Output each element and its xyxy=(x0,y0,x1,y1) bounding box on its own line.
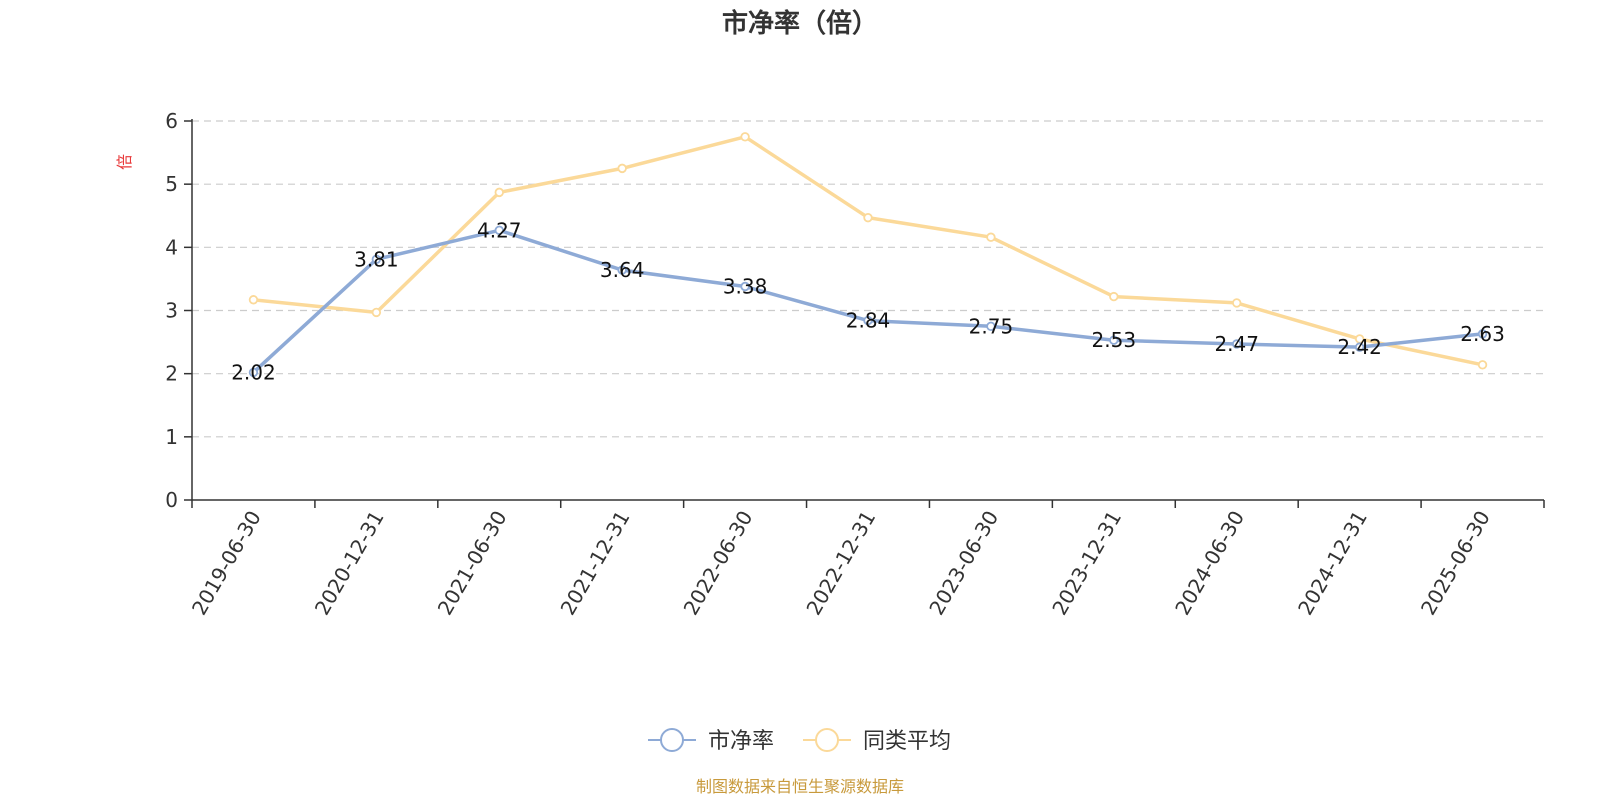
x-tick-label-2: 2021-06-30 xyxy=(433,506,512,619)
legend-peer-average-circle-icon xyxy=(815,728,839,752)
y-tick-label-2: 2 xyxy=(165,362,178,386)
series-0-point-8[interactable] xyxy=(1232,339,1242,349)
legend-item-pb[interactable]: 市净率 xyxy=(648,728,774,754)
x-tick-label-10: 2025-06-30 xyxy=(1416,507,1495,620)
x-tick-label-9: 2024-12-31 xyxy=(1293,507,1372,620)
y-axis-unit-label: 倍 xyxy=(115,154,134,170)
series-0-point-5[interactable] xyxy=(863,315,873,326)
series-1-point-4[interactable] xyxy=(740,132,750,142)
legend-pb-label: 市净率 xyxy=(708,729,774,754)
x-tick-label-3: 2021-12-31 xyxy=(556,507,635,620)
legend-pb-circle-icon xyxy=(660,728,684,752)
x-tick-label-4: 2022-06-30 xyxy=(679,507,758,620)
data-label-4: 3.38 xyxy=(723,274,768,298)
data-label-0: 2.02 xyxy=(231,360,276,384)
data-label-6: 2.75 xyxy=(969,314,1014,338)
data-labels: 2.02 3.81 4.27 3.64 3.38 2.84 2.75 2.53 2.47 2.42… xyxy=(231,218,1505,384)
series-1-point-6[interactable] xyxy=(986,232,996,242)
x-tick-label-5: 2022-12-31 xyxy=(801,507,880,620)
series-1-point-2[interactable] xyxy=(494,187,504,198)
data-label-2: 4.27 xyxy=(477,218,522,242)
x-tick-label-0: 2019-06-30 xyxy=(187,507,266,620)
x-tick-label-1: 2020-12-31 xyxy=(310,507,389,620)
data-label-10: 2.63 xyxy=(1460,322,1505,346)
y-tick-label-1: 1 xyxy=(165,425,178,449)
y-tick-label-6: 6 xyxy=(165,109,178,133)
axes: 0 1 2 3 4 5 6 2019-06-30 2020-12-31 2021-06-30 202… xyxy=(165,109,1545,620)
grid-lines xyxy=(192,120,1544,438)
series-lines xyxy=(248,132,1488,378)
series-0-point-3[interactable] xyxy=(617,265,627,275)
data-label-5: 2.84 xyxy=(846,309,891,333)
series-0-point-7[interactable] xyxy=(1109,335,1119,345)
data-label-3: 3.64 xyxy=(600,258,645,282)
series-1-point-1[interactable] xyxy=(371,307,382,318)
y-tick-label-3: 3 xyxy=(165,299,178,323)
x-tick-label-7: 2023-12-31 xyxy=(1047,507,1126,620)
series-1-point-0[interactable] xyxy=(248,295,259,305)
data-label-9: 2.42 xyxy=(1337,335,1382,359)
series-1-point-3[interactable] xyxy=(617,163,627,174)
series-0-point-9[interactable] xyxy=(1354,342,1365,352)
x-tick-label-6: 2023-06-30 xyxy=(924,507,1003,620)
y-tick-label-0: 0 xyxy=(165,488,178,512)
x-tick-label-8: 2024-06-30 xyxy=(1170,507,1249,620)
series-0-point-4[interactable] xyxy=(740,281,750,292)
series-1-point-10[interactable] xyxy=(1477,360,1488,370)
series-1-point-5[interactable] xyxy=(863,212,873,223)
series-0-point-10[interactable] xyxy=(1477,329,1488,339)
data-label-8: 2.47 xyxy=(1214,332,1259,356)
data-source-note: 制图数据来自恒生聚源数据库 xyxy=(696,777,904,796)
legend-item-peer-average[interactable]: 同类平均 xyxy=(803,728,951,754)
data-label-7: 2.53 xyxy=(1092,328,1137,352)
legend: 市净率 同类平均 xyxy=(648,728,951,754)
series-0-point-1[interactable] xyxy=(371,254,382,265)
series-0-point-6[interactable] xyxy=(986,321,996,331)
y-tick-label-4: 4 xyxy=(165,235,178,259)
chart-title: 市净率（倍） xyxy=(722,8,878,39)
y-tick-label-5: 5 xyxy=(165,172,178,196)
legend-peer-average-label: 同类平均 xyxy=(863,729,951,754)
series-0-point-2[interactable] xyxy=(494,225,504,235)
series-1-point-7[interactable] xyxy=(1109,291,1119,302)
series-0-point-0[interactable] xyxy=(248,367,259,378)
series-1-point-8[interactable] xyxy=(1232,298,1242,308)
data-label-1: 3.81 xyxy=(354,247,399,271)
